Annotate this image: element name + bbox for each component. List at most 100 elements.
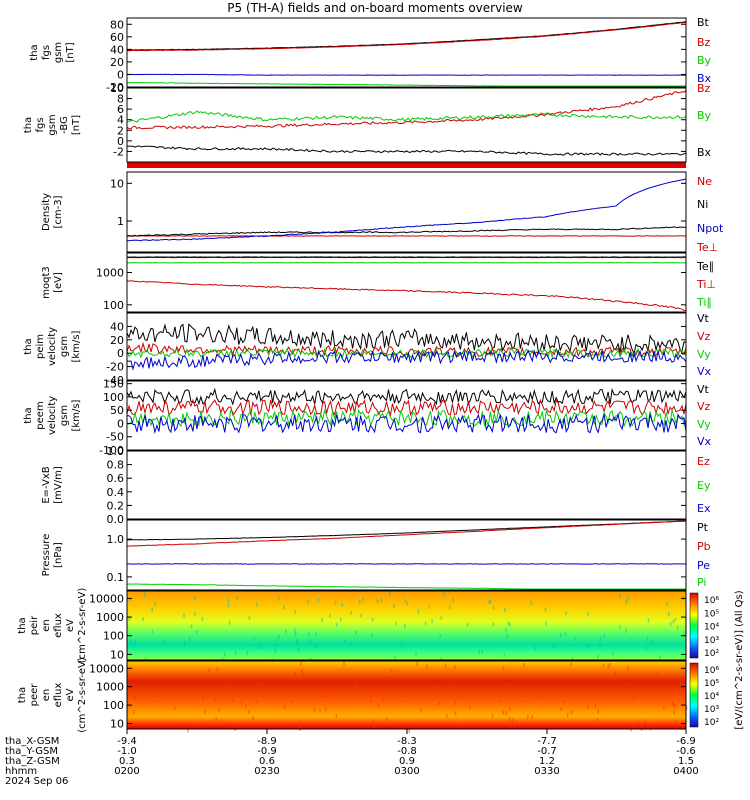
spectrogram-speckle: [673, 678, 675, 683]
spectrogram-speckle: [201, 616, 204, 621]
axis-title-word: (cm^2-s-sr-eV): [77, 657, 88, 733]
legend-entry: Bz: [697, 82, 711, 95]
legend-entry: Ti∥: [696, 296, 712, 309]
spectrogram-speckle: [508, 622, 511, 627]
legend-entry: Bt: [697, 16, 710, 29]
colorbar-strip: [689, 662, 699, 728]
series-line-Vy: [126, 408, 687, 428]
spectrogram-speckle: [624, 682, 627, 687]
colorbar: 10² 10³ 10⁴ 10⁵ 10⁶: [689, 592, 719, 659]
spectrogram-speckle: [438, 701, 440, 706]
colorbar-tick-label: 10⁴: [704, 692, 719, 702]
spectrogram-speckle: [404, 598, 406, 603]
spectrogram-speckle: [499, 699, 502, 704]
spectrogram-speckle: [255, 602, 258, 607]
ytick-label: 1000: [96, 266, 124, 279]
ytick-label: 0.4: [107, 486, 125, 499]
spectrogram-speckle: [294, 631, 297, 636]
spectrogram-speckle: [570, 662, 572, 667]
panel-frame: [126, 519, 687, 591]
spectrogram-speckle: [228, 598, 230, 603]
spectrogram-speckle: [685, 705, 688, 710]
axis-title-word: [nPa]: [53, 542, 64, 568]
spectrogram-speckle: [324, 707, 327, 712]
footer-value: -1.0: [117, 746, 137, 757]
footer-value: -0.7: [537, 746, 557, 757]
spectrogram-speckle: [619, 594, 621, 599]
spectrogram-speckle: [439, 633, 441, 638]
spectrogram-speckle: [283, 605, 285, 610]
legend-entry: Ne: [697, 175, 712, 188]
spectrogram-speckle: [633, 695, 635, 700]
spectrogram-speckle: [404, 624, 406, 629]
spectrogram-speckle: [616, 676, 618, 681]
footer-value: -8.9: [257, 736, 277, 747]
spectrogram-speckle: [405, 692, 407, 697]
spectrogram-speckle: [187, 728, 189, 733]
spectrogram-speckle: [195, 692, 198, 697]
axis-title-word: [nT]: [71, 115, 82, 135]
spectrogram-speckle: [313, 708, 316, 713]
spectrogram-speckle: [151, 608, 154, 613]
series-line-Vz: [126, 398, 687, 417]
spectrogram-speckle: [247, 709, 250, 714]
spectrogram-speckle: [565, 611, 567, 616]
spectrogram-speckle: [520, 692, 523, 697]
spectrogram-speckle: [671, 701, 674, 706]
axis-title-word: gsm: [59, 405, 70, 426]
spectrogram-speckle: [377, 703, 380, 708]
spectrogram-speckle: [194, 611, 196, 616]
spectrogram-speckle: [228, 620, 231, 625]
ytick-label: 10000: [89, 592, 124, 605]
panel-frame: [126, 17, 687, 88]
ytick-label: 10: [110, 648, 124, 661]
spectrogram-speckle: [672, 619, 675, 624]
panel-4: 100 1000 moqt3 [eV] Te⊥ Te∥ Ti⊥ Ti∥: [41, 241, 718, 313]
spectrogram-speckle: [663, 705, 665, 710]
spectrogram-speckle: [416, 661, 418, 666]
footer-value: -7.7: [537, 736, 557, 747]
spectrogram-speckle: [143, 592, 146, 597]
ytick-label: 1000: [96, 681, 124, 694]
spectrogram-speckle: [218, 707, 220, 712]
spectrogram-speckle: [248, 615, 251, 620]
legend-entry: Vy: [697, 418, 711, 431]
legend-entry: Vy: [697, 348, 711, 361]
spectrogram-speckle: [188, 637, 191, 642]
spectrogram-speckle: [527, 715, 529, 720]
spectrogram-speckle: [415, 651, 417, 656]
spectrogram-speckle: [659, 655, 661, 660]
spectrogram-speckle: [492, 622, 495, 627]
footer-value: 0330: [534, 766, 559, 777]
ytick-label: -20: [106, 361, 124, 374]
ytick-label: 0: [117, 68, 124, 81]
spectrogram-speckle: [335, 622, 338, 627]
legend-entry: Vt: [697, 383, 710, 396]
axis-title-word: fgs: [35, 117, 46, 132]
series-line-Bx: [126, 73, 687, 76]
spectrogram-speckle: [454, 700, 456, 705]
series-line-Vt: [126, 323, 687, 355]
spectrogram-speckle: [298, 720, 300, 725]
spectrogram-speckle: [184, 641, 186, 646]
spectrogram-speckle: [284, 704, 286, 709]
spectrogram-speckle: [426, 664, 428, 669]
ytick-label: 0: [117, 417, 124, 430]
spectrogram-speckle: [261, 681, 264, 686]
spectrogram-speckle: [341, 603, 344, 608]
footer-value: 0200: [114, 766, 139, 777]
spectrogram-speckle: [612, 651, 614, 656]
ytick-label: 150: [103, 378, 124, 391]
spectrogram-speckle: [602, 663, 605, 668]
spectrogram-speckle: [334, 600, 337, 605]
spectrogram-speckle: [408, 728, 411, 733]
axis-title-word: eV: [65, 619, 76, 632]
colorbar-tick-label: 10²: [704, 718, 719, 728]
panel-frame: [126, 312, 687, 381]
spectrogram-speckle: [469, 705, 471, 710]
ytick-label: 50: [110, 404, 124, 417]
axis-title-word: tha: [17, 687, 28, 703]
axis-title-word: Density: [41, 193, 52, 231]
spectrogram-speckle: [667, 612, 670, 617]
